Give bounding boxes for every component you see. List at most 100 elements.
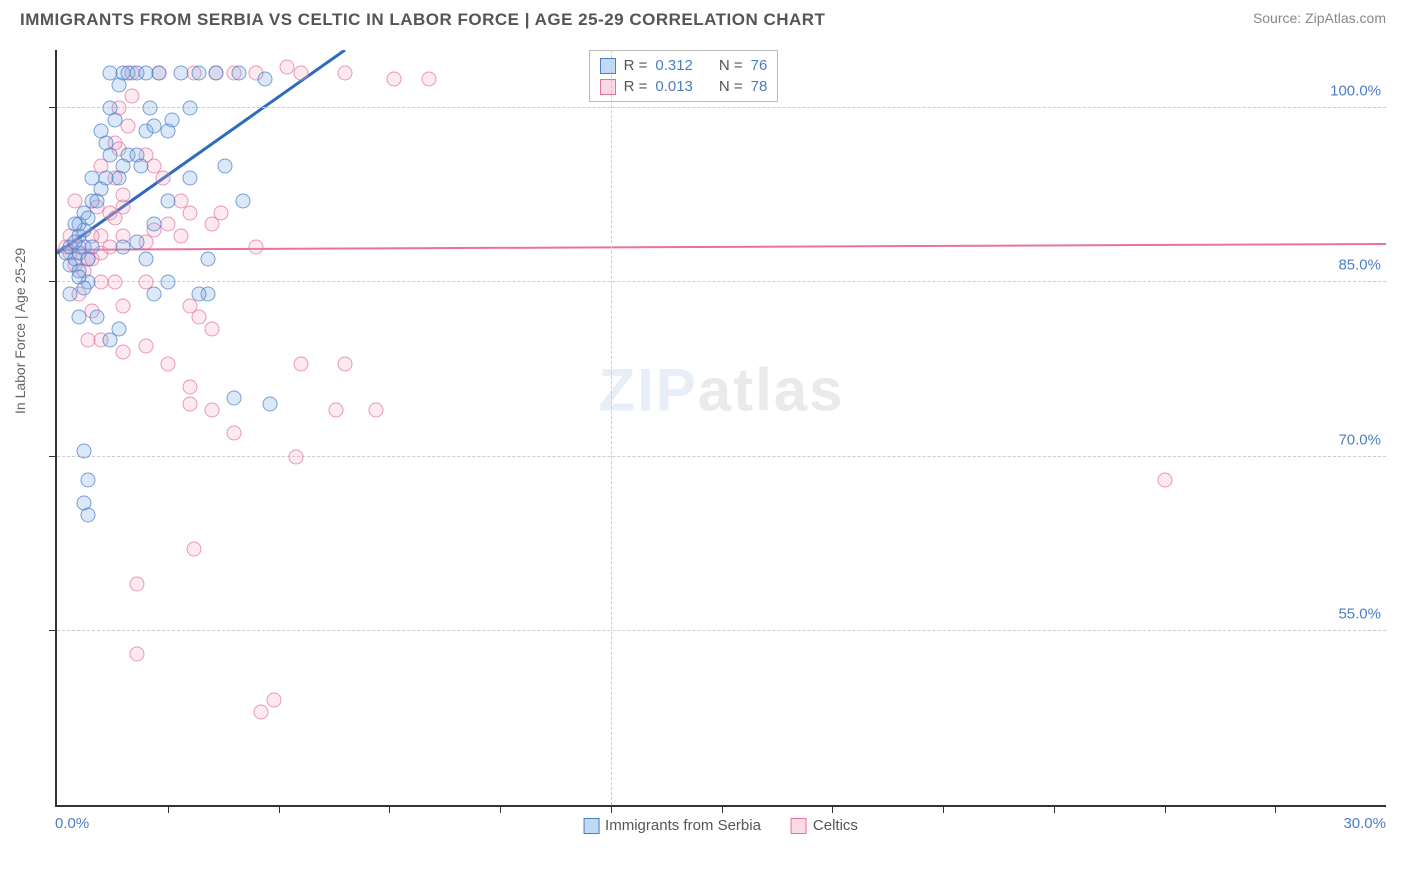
watermark-part2: atlas — [698, 356, 845, 423]
data-point — [174, 194, 189, 209]
r-label: R = — [624, 57, 648, 74]
n-value: 76 — [751, 57, 768, 74]
watermark-part1: ZIP — [598, 356, 697, 423]
data-point — [329, 403, 344, 418]
series-swatch — [600, 79, 616, 95]
data-point — [165, 112, 180, 127]
data-point — [89, 194, 104, 209]
data-point — [337, 66, 352, 81]
data-point — [191, 66, 206, 81]
x-tick — [389, 805, 390, 813]
data-point — [182, 397, 197, 412]
x-tick — [279, 805, 280, 813]
data-point — [138, 252, 153, 267]
x-tick — [611, 805, 612, 813]
x-tick — [1275, 805, 1276, 813]
trend-lines — [57, 50, 1386, 805]
gridline-h — [57, 107, 1386, 108]
series-legend: Immigrants from Serbia Celtics — [583, 817, 858, 834]
data-point — [81, 333, 96, 348]
data-point — [120, 118, 135, 133]
data-point — [143, 101, 158, 116]
data-point — [129, 234, 144, 249]
gridline-h — [57, 456, 1386, 457]
data-point — [125, 89, 140, 104]
x-tick — [943, 805, 944, 813]
stats-row: R = 0.013 N = 78 — [600, 76, 768, 97]
data-point — [249, 240, 264, 255]
data-point — [85, 240, 100, 255]
data-point — [386, 72, 401, 87]
stats-row: R = 0.312 N = 76 — [600, 55, 768, 76]
plot-region: ZIPatlas R = 0.312 N = 76 R = 0.013 N = … — [55, 50, 1386, 807]
data-point — [289, 449, 304, 464]
data-point — [116, 345, 131, 360]
data-point — [368, 403, 383, 418]
data-point — [160, 194, 175, 209]
data-point — [182, 379, 197, 394]
data-point — [236, 194, 251, 209]
data-point — [129, 577, 144, 592]
data-point — [267, 693, 282, 708]
data-point — [107, 275, 122, 290]
data-point — [182, 101, 197, 116]
data-point — [227, 426, 242, 441]
legend-item: Immigrants from Serbia — [583, 817, 761, 834]
data-point — [1157, 472, 1172, 487]
data-point — [280, 60, 295, 75]
n-label: N = — [719, 57, 743, 74]
data-point — [422, 72, 437, 87]
x-axis-label-max: 30.0% — [1343, 815, 1386, 832]
x-tick — [1054, 805, 1055, 813]
data-point — [258, 72, 273, 87]
data-point — [151, 66, 166, 81]
n-value: 78 — [751, 78, 768, 95]
data-point — [293, 66, 308, 81]
data-point — [94, 124, 109, 139]
x-tick — [500, 805, 501, 813]
data-point — [160, 356, 175, 371]
data-point — [218, 159, 233, 174]
r-value: 0.013 — [655, 78, 693, 95]
data-point — [85, 170, 100, 185]
data-point — [231, 66, 246, 81]
data-point — [112, 321, 127, 336]
data-point — [200, 252, 215, 267]
data-point — [81, 507, 96, 522]
stats-legend-box: R = 0.312 N = 76 R = 0.013 N = 78 — [589, 50, 779, 102]
data-point — [81, 472, 96, 487]
data-point — [205, 321, 220, 336]
y-tick — [49, 456, 57, 457]
gridline-v — [611, 50, 612, 805]
data-point — [147, 217, 162, 232]
data-point — [103, 101, 118, 116]
series-swatch — [600, 58, 616, 74]
y-tick-label: 100.0% — [1330, 83, 1381, 100]
data-point — [112, 170, 127, 185]
gridline-h — [57, 281, 1386, 282]
y-axis-title: In Labor Force | Age 25-29 — [12, 248, 28, 414]
legend-label: Immigrants from Serbia — [605, 817, 761, 834]
y-tick — [49, 107, 57, 108]
data-point — [174, 228, 189, 243]
data-point — [293, 356, 308, 371]
data-point — [76, 281, 91, 296]
x-tick — [832, 805, 833, 813]
legend-item: Celtics — [791, 817, 858, 834]
series-swatch — [791, 818, 807, 834]
data-point — [205, 403, 220, 418]
series-swatch — [583, 818, 599, 834]
data-point — [147, 286, 162, 301]
data-point — [81, 211, 96, 226]
data-point — [213, 205, 228, 220]
data-point — [116, 298, 131, 313]
data-point — [182, 170, 197, 185]
data-point — [156, 170, 171, 185]
x-axis-label-min: 0.0% — [55, 815, 89, 832]
source-attribution: Source: ZipAtlas.com — [1253, 10, 1386, 26]
x-tick — [1165, 805, 1166, 813]
n-label: N = — [719, 78, 743, 95]
data-point — [116, 188, 131, 203]
data-point — [72, 310, 87, 325]
data-point — [253, 705, 268, 720]
